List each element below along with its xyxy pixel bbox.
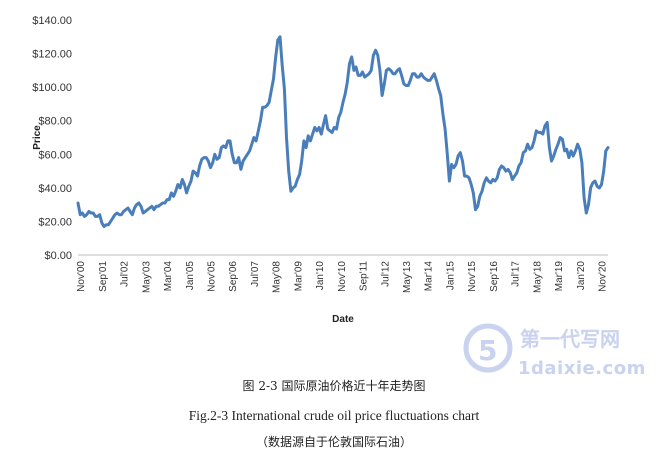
svg-text:5: 5 <box>478 334 497 367</box>
y-axis-title: Price <box>32 125 43 150</box>
x-tick-label: Jul'17 <box>511 261 522 287</box>
x-tick-label: Mar'19 <box>554 261 565 292</box>
x-tick-label: Sep'16 <box>489 261 500 292</box>
x-tick-label: May'13 <box>402 261 413 293</box>
x-tick-label: Jul'07 <box>250 261 261 287</box>
x-tick-label: Nov'05 <box>207 261 218 292</box>
x-tick-label: Nov'00 <box>76 261 87 292</box>
x-tick-label: Sep'11 <box>359 261 370 292</box>
x-tick-label: Sep'01 <box>98 261 109 292</box>
x-tick-label: Jul'02 <box>120 261 131 287</box>
x-tick-label: May'08 <box>272 261 283 293</box>
x-tick-label: Jul'12 <box>380 261 391 287</box>
x-tick-label: Nov'15 <box>467 261 478 292</box>
watermark-icon: 5 第一代写网 <box>463 323 620 373</box>
x-tick-label: Jan'10 <box>315 261 326 291</box>
x-tick-label: May'03 <box>141 261 152 293</box>
x-tick-label: Mar'14 <box>424 261 435 292</box>
watermark-url: 1daixie.com <box>518 358 646 379</box>
x-tick-label: Sep'06 <box>228 261 239 292</box>
x-tick-label: Mar'04 <box>163 261 174 292</box>
y-tick-label: $40.00 <box>38 183 72 195</box>
x-axis: Nov'00 Sep'01 Jul'02 May'03 Mar'04 Jan'05 Nov'… <box>76 261 608 293</box>
figure-caption-english: Fig.2-3 International crude oil price fl… <box>188 408 480 423</box>
x-tick-label: Nov'20 <box>597 261 608 292</box>
figure-caption-chinese: 图 2-3 国际原油价格近十年走势图 <box>242 379 426 393</box>
y-tick-label: $0.00 <box>44 250 72 262</box>
x-tick-label: Jan'05 <box>185 261 196 291</box>
y-tick-label: $140.00 <box>32 15 72 27</box>
y-axis: $0.00 $20.00 $40.00 $60.00 $80.00 $100.00 $120… <box>32 15 72 262</box>
watermark-logo: 5 第一代写网 1daixie.com <box>458 322 658 382</box>
x-tick-label: Nov'10 <box>337 261 348 292</box>
x-tick-label: Jan'15 <box>445 261 456 291</box>
x-tick-label: Jan'20 <box>576 261 587 291</box>
figure-source-note: （数据源自于伦敦国际石油） <box>255 435 412 449</box>
series-line-price <box>76 35 610 228</box>
y-tick-label: $120.00 <box>32 49 72 61</box>
y-tick-label: $60.00 <box>38 149 72 161</box>
x-tick-label: Mar'09 <box>293 261 304 292</box>
y-tick-label: $100.00 <box>32 82 72 94</box>
x-tick-label: May'18 <box>532 261 543 293</box>
x-axis-title: Date <box>332 314 354 325</box>
y-tick-label: $20.00 <box>38 216 72 228</box>
watermark-logo-text: 第一代写网 <box>520 327 620 351</box>
y-tick-label: $80.00 <box>38 116 72 128</box>
